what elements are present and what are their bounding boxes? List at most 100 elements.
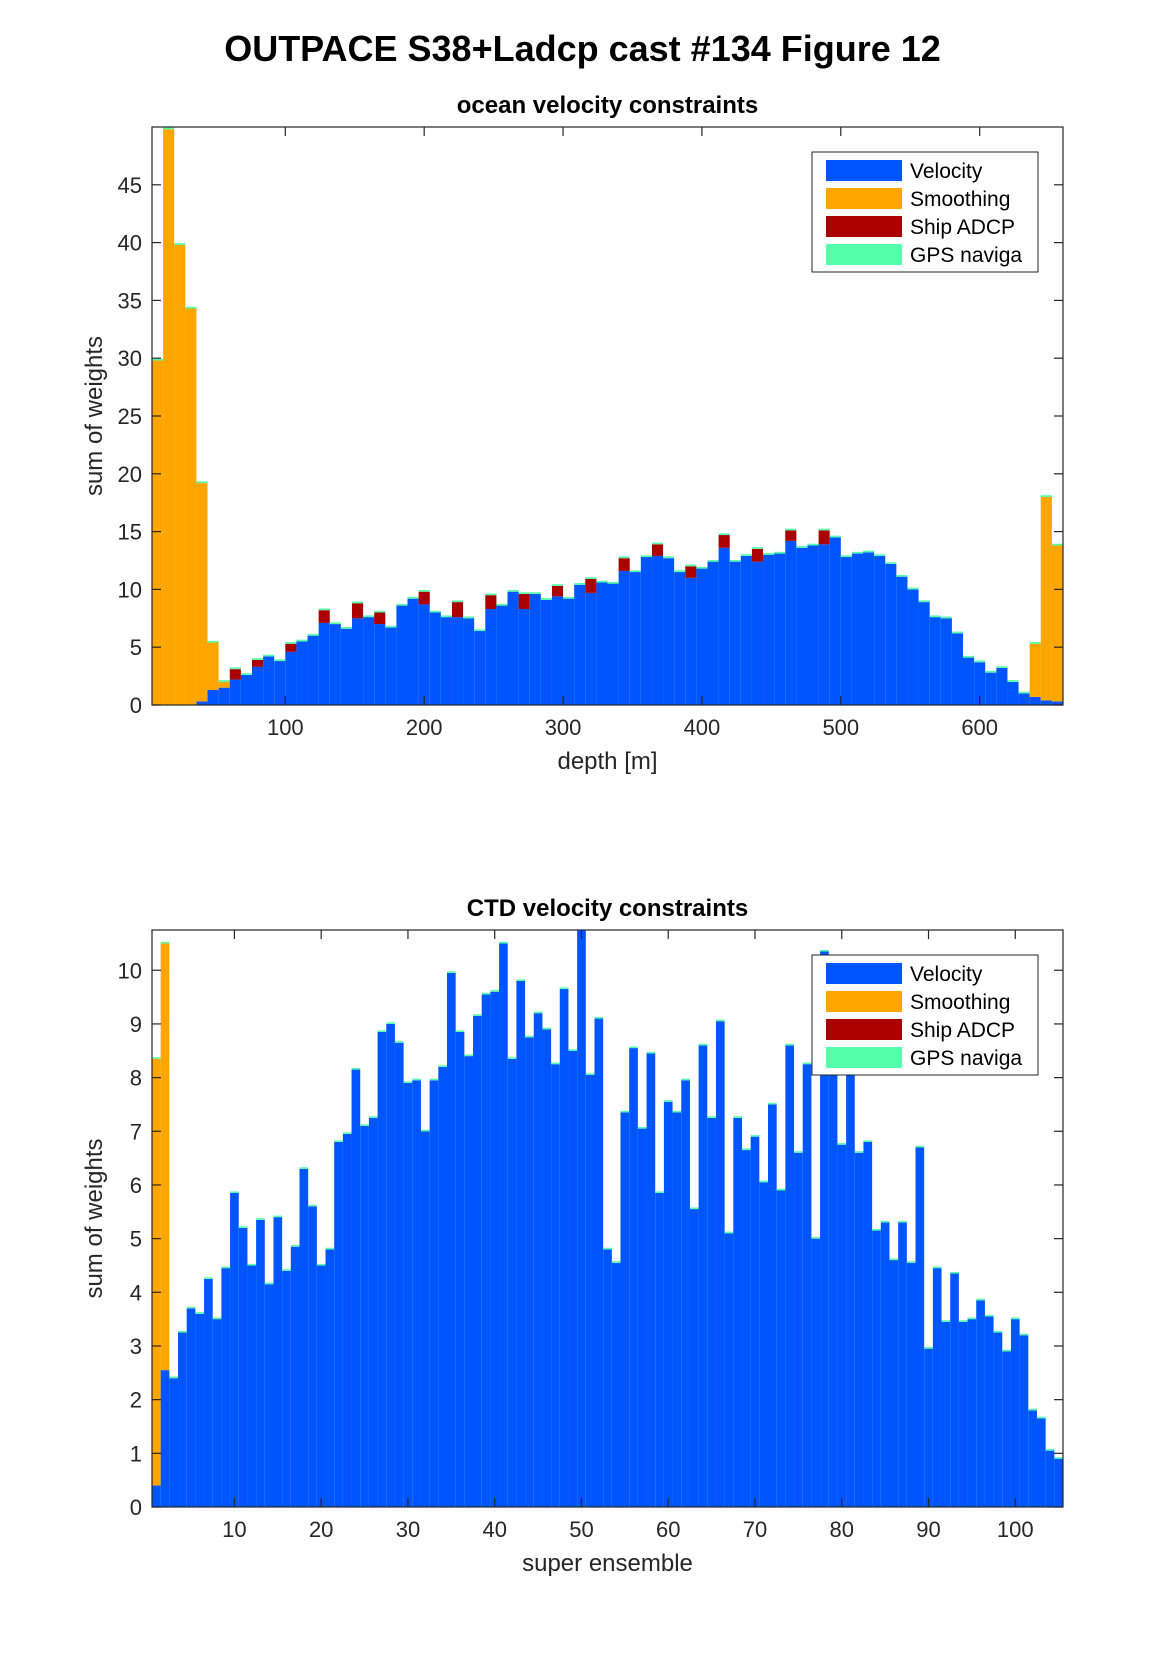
bar-velocity [152,1485,161,1507]
y-tick-label: 4 [130,1280,142,1305]
bar-ship-adcp [718,535,730,548]
bar-velocity [274,661,286,705]
bar-gps-naviga [342,1132,352,1134]
bar-velocity [360,1125,369,1507]
x-axis-label: super ensemble [522,1550,693,1577]
bar-velocity [420,1131,430,1507]
bar-gps-naviga [240,673,252,675]
bar-velocity [874,555,886,705]
bar-ship-adcp [285,643,297,652]
bar-gps-naviga [518,592,530,595]
bar-gps-naviga [958,1320,968,1322]
bar-gps-naviga [974,660,986,663]
bar-gps-naviga [696,566,708,569]
bar-velocity [707,1117,716,1507]
bar-velocity [529,594,541,705]
bar-smoothing [174,244,186,705]
bar-gps-naviga [394,1041,404,1043]
legend-swatch [826,991,902,1012]
bar-velocity [204,1278,213,1507]
legend-swatch [826,963,902,984]
bar-gps-naviga [854,1151,864,1153]
bar-velocity [551,1064,560,1507]
bar-velocity [898,1222,907,1507]
bar-velocity [264,1284,274,1507]
bar-gps-naviga [412,1078,421,1081]
bar-gps-naviga [264,1282,274,1285]
bar-velocity [296,641,308,705]
bar-gps-naviga [160,941,170,944]
bar-velocity [1019,1335,1029,1507]
figure-title: OUTPACE S38+Ladcp cast #134 Figure 12 [224,28,941,69]
bar-gps-naviga [363,615,375,618]
bar-gps-naviga [851,551,864,554]
bar-gps-naviga [440,615,452,618]
bar-gps-naviga [574,583,586,585]
y-tick-label: 9 [130,1012,142,1037]
bar-ship-adcp [618,558,630,571]
y-tick-label: 6 [130,1173,142,1198]
bar-velocity [507,1058,517,1507]
bar-velocity [525,1037,534,1507]
bar-gps-naviga [741,1148,751,1151]
bar-velocity [1036,1418,1046,1507]
y-tick-label: 20 [118,462,142,487]
bar-velocity [299,1168,309,1507]
bar-velocity [351,618,364,705]
y-tick-label: 1 [130,1441,142,1466]
bar-gps-naviga [429,1078,439,1081]
bar-velocity [438,1066,447,1507]
y-tick-label: 10 [118,958,142,983]
bar-velocity [640,557,652,705]
bar-velocity [820,951,829,1507]
bar-gps-naviga [796,546,808,548]
bar-gps-naviga [1040,495,1052,497]
legend-swatch [826,160,902,181]
bar-velocity [1002,1351,1011,1507]
legend-entry: Velocity [910,963,983,986]
bar-gps-naviga [751,547,764,549]
bar-gps-naviga [1007,680,1019,682]
bar-velocity [440,617,452,705]
bar-smoothing [1029,643,1041,697]
bar-gps-naviga [186,1306,196,1309]
bar-velocity [715,1021,725,1507]
bar-velocity [655,1193,664,1507]
bar-velocity [318,622,330,705]
bar-velocity [499,943,508,1507]
bar-velocity [574,584,586,705]
bar-velocity [915,1147,925,1507]
bar-gps-naviga [163,127,175,130]
bar-gps-naviga [385,625,397,628]
bar-gps-naviga [207,640,219,643]
bar-velocity [342,1133,352,1507]
x-tick-label: 80 [830,1517,854,1542]
bar-gps-naviga [551,1062,560,1065]
bar-velocity [229,679,241,705]
bar-velocity [563,598,575,705]
bar-gps-naviga [1010,1317,1020,1320]
legend: Velocity Smoothing Ship ADCP GPS naviga [811,151,1039,273]
x-tick-label: 100 [997,1517,1034,1542]
bar-ship-adcp [685,566,697,578]
bar-smoothing [160,943,170,1371]
bar-gps-naviga [316,1263,326,1266]
y-tick-label: 45 [118,173,142,198]
bar-velocity [577,930,586,1507]
ocean-velocity-panel: 100 200 300 400 500 600 0 5 10 15 20 25 30 35 40 45 ocea… [81,92,1064,775]
bar-gps-naviga [455,1030,465,1032]
bar-velocity [207,689,219,705]
bar-smoothing [207,642,219,690]
bar-velocity [282,1270,291,1507]
bar-velocity [363,617,375,705]
bar-velocity [993,1332,1003,1507]
bar-gps-naviga [290,1245,300,1247]
bar-velocity [516,980,526,1507]
bar-velocity [620,1112,630,1507]
bar-gps-naviga [386,1022,395,1024]
bar-gps-naviga [212,1317,222,1320]
bar-velocity [707,561,719,705]
bar-velocity [802,1064,812,1507]
bar-velocity [785,540,797,705]
bar-gps-naviga [594,1016,604,1019]
